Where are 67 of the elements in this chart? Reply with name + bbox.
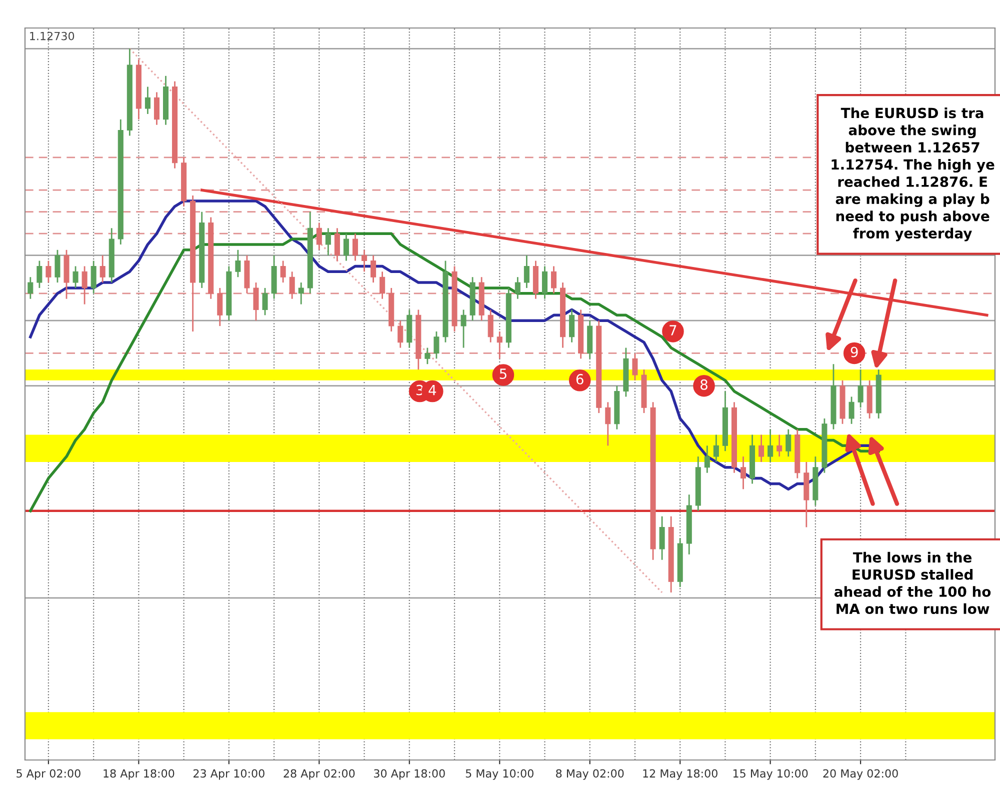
candlestick xyxy=(758,434,764,463)
x-tick-label: 8 May 02:00 xyxy=(556,769,624,780)
candlestick xyxy=(72,266,78,289)
candlestick xyxy=(424,347,430,365)
candlestick xyxy=(82,266,88,305)
annotation: 6 xyxy=(576,374,584,384)
candlestick xyxy=(235,249,241,278)
annotation: The EURUSD is tra above the swing between 1.12657 1.12754. The high ye reached 1.12876. E are making a play b need to push above from yesterday xyxy=(832,107,994,242)
candlestick xyxy=(858,368,864,408)
candlestick xyxy=(848,396,854,425)
candlestick xyxy=(786,428,792,458)
x-tick-label: 5 Apr 02:00 xyxy=(16,769,80,780)
candlestick xyxy=(380,270,386,300)
candlestick xyxy=(262,287,268,316)
candlestick xyxy=(740,456,746,490)
annotation: 8 xyxy=(700,379,708,390)
candlestick xyxy=(90,260,96,294)
candlestick xyxy=(398,320,404,348)
candlestick xyxy=(370,254,376,284)
candlestick xyxy=(542,266,548,300)
candlestick xyxy=(36,260,42,289)
annotation: 5 xyxy=(500,368,506,379)
x-tick-label: 12 May 18:00 xyxy=(643,769,718,780)
candlestick xyxy=(460,309,466,348)
annotation: 7 xyxy=(670,325,676,336)
candlestick xyxy=(334,227,340,262)
candlestick xyxy=(713,434,719,463)
candlestick xyxy=(325,227,331,256)
candlestick xyxy=(768,428,774,463)
x-tick-label: 28 Apr 02:00 xyxy=(284,769,355,780)
candlestick xyxy=(605,401,611,446)
candlestick xyxy=(217,287,223,327)
annotation: The lows in the EURUSD stalled ahead of the 100 ho MA on two runs low xyxy=(834,552,991,614)
candlestick xyxy=(362,249,368,272)
candlestick xyxy=(298,282,304,305)
candlestick xyxy=(343,232,349,262)
candlestick xyxy=(569,309,575,344)
candlestick xyxy=(496,330,502,360)
annotation: 4 xyxy=(428,384,436,396)
candlestick xyxy=(434,330,440,360)
text: 1.12730 xyxy=(30,32,74,40)
candlestick xyxy=(100,254,106,284)
candlestick xyxy=(659,516,665,561)
candlestick xyxy=(514,276,520,300)
x-tick-label: 18 Apr 18:00 xyxy=(104,769,174,780)
x-tick-label: 15 May 10:00 xyxy=(733,769,808,780)
candlestick xyxy=(776,434,782,458)
x-tick-label: 23 Apr 10:00 xyxy=(194,769,264,780)
candlestick xyxy=(253,282,259,322)
candlestick xyxy=(289,270,295,300)
candlestick xyxy=(352,232,358,262)
candlestick xyxy=(28,276,34,300)
x-tick-label: 5 May 10:00 xyxy=(466,769,534,780)
candlestick xyxy=(280,260,286,284)
candlestick xyxy=(54,249,60,284)
candlestick xyxy=(316,222,322,251)
candlestick xyxy=(488,309,494,344)
candlestick xyxy=(632,352,638,382)
candlestick xyxy=(704,444,710,474)
candlestick xyxy=(551,266,557,294)
candlestick xyxy=(46,260,52,284)
x-tick-label: 30 Apr 18:00 xyxy=(374,769,445,780)
candlestick xyxy=(144,86,150,115)
annotation: 9 xyxy=(850,346,858,358)
candlestick xyxy=(154,92,160,126)
x-tick-label: 20 May 02:00 xyxy=(823,769,898,780)
candlestick xyxy=(524,254,530,289)
